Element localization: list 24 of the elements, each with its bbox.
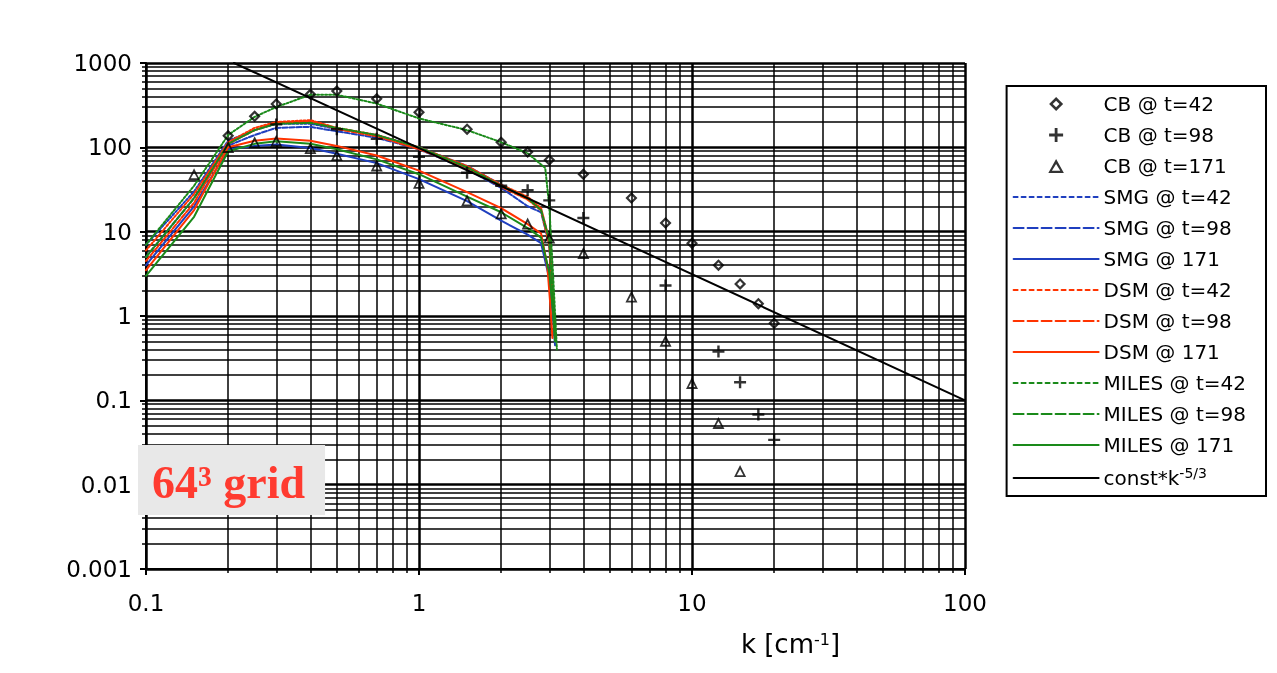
legend-label: SMG @ t=98 bbox=[1103, 216, 1232, 240]
legend-label: MILES @ t=42 bbox=[1103, 371, 1247, 395]
legend-label: DSM @ 171 bbox=[1103, 340, 1220, 364]
y-tick-label: 0.01 bbox=[80, 471, 132, 498]
y-tick-label: 0.001 bbox=[66, 556, 132, 582]
legend-label: CB @ t=98 bbox=[1103, 123, 1215, 147]
y-tick-label: 100 bbox=[88, 134, 132, 161]
legend-label: MILES @ 171 bbox=[1103, 433, 1235, 457]
legend-label: SMG @ 171 bbox=[1103, 247, 1220, 271]
x-tick-label: 10 bbox=[677, 589, 707, 616]
x-tick-label: 0.1 bbox=[127, 589, 165, 616]
legend-label: DSM @ t=98 bbox=[1103, 309, 1232, 333]
y-tick-label: 10 bbox=[102, 218, 132, 245]
y-tick-label: 0.1 bbox=[95, 387, 132, 414]
x-tick-label: 1 bbox=[411, 589, 427, 616]
x-tick-label: 100 bbox=[943, 589, 987, 616]
legend-label: CB @ t=171 bbox=[1103, 154, 1227, 178]
y-tick-label: 1 bbox=[117, 303, 132, 329]
legend-label: CB @ t=42 bbox=[1103, 92, 1215, 116]
annotation: 64³ grid bbox=[152, 456, 306, 508]
legend-label: SMG @ t=42 bbox=[1103, 185, 1232, 209]
y-tick-label: 1000 bbox=[73, 50, 132, 76]
legend-label: MILES @ t=98 bbox=[1103, 402, 1247, 426]
legend-label: DSM @ t=42 bbox=[1103, 278, 1232, 302]
